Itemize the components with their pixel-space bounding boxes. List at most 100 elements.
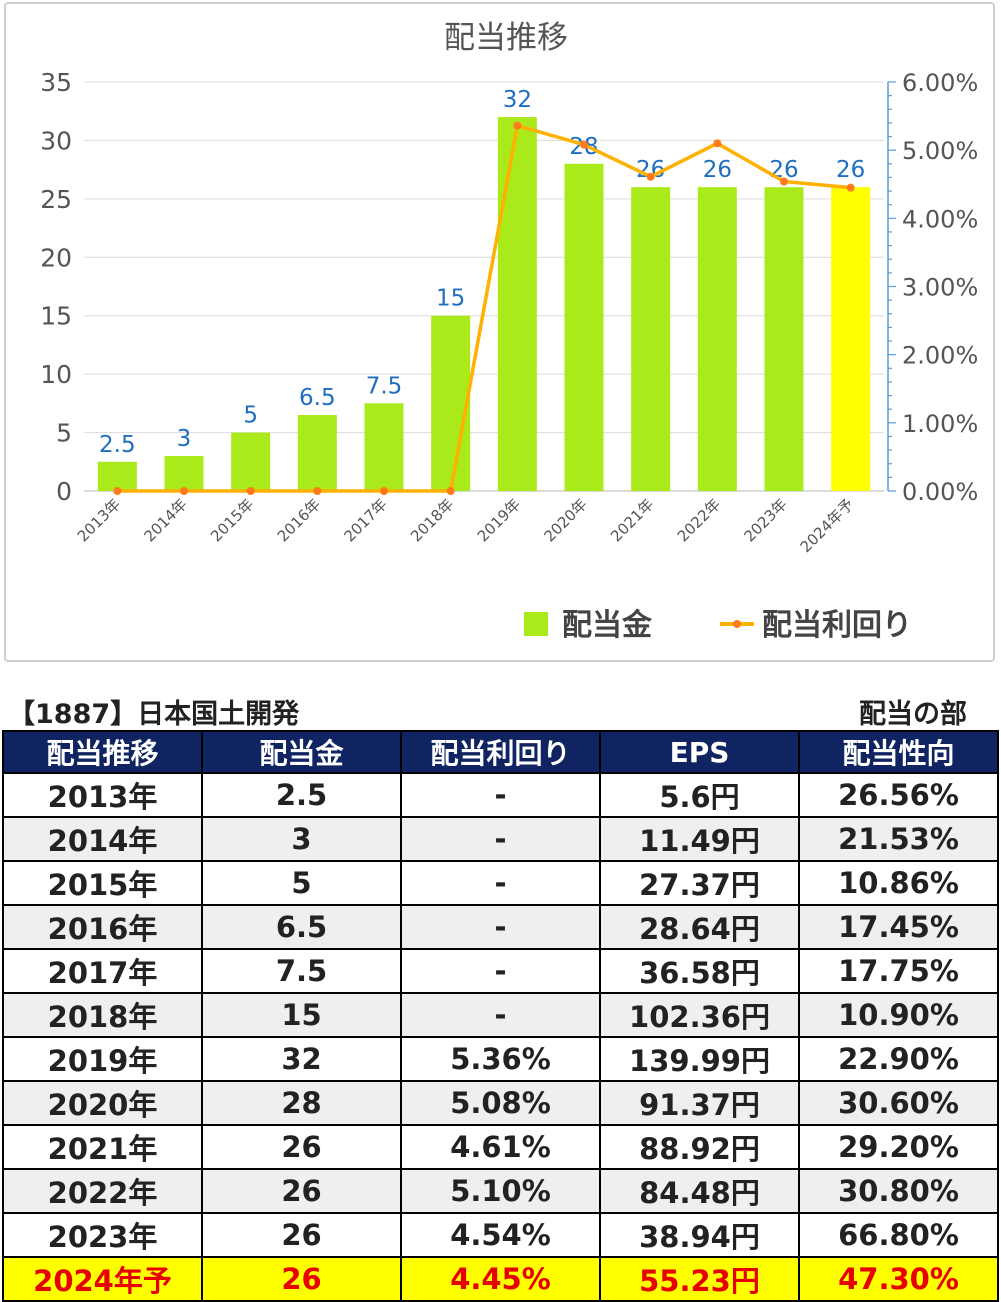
y-left-tick-label: 30 bbox=[40, 126, 72, 155]
table-cell: 30.80% bbox=[798, 1168, 999, 1214]
bar-value-label: 6.5 bbox=[299, 385, 336, 411]
x-tick-label: 2019年 bbox=[474, 495, 524, 545]
table-cell: - bbox=[400, 772, 601, 818]
table-cell: - bbox=[400, 904, 601, 950]
table-cell: 139.99円 bbox=[599, 1036, 800, 1082]
x-tick-label: 2022年 bbox=[674, 495, 724, 545]
table-cell: 2014年 bbox=[2, 816, 203, 862]
table-row: 2015年 5-27.37円 10.86% bbox=[2, 860, 999, 906]
bar-value-label: 5 bbox=[243, 403, 258, 429]
table-cell: 102.36円 bbox=[599, 992, 800, 1038]
table-cell: 5.10% bbox=[400, 1168, 601, 1214]
y-right-tick-label: 5.00% bbox=[902, 137, 978, 165]
chart-title: 配当推移 bbox=[444, 20, 568, 56]
x-tick-label: 2024年予 bbox=[797, 495, 858, 556]
yield-point bbox=[846, 183, 855, 192]
x-tick-label: 2014年 bbox=[140, 495, 190, 545]
column-header: 配当推移 bbox=[2, 730, 203, 774]
x-tick-label: 2016年 bbox=[274, 495, 324, 545]
y-left-tick-label: 15 bbox=[40, 302, 72, 331]
yield-point bbox=[780, 177, 788, 186]
table-cell: 10.86% bbox=[798, 860, 999, 906]
y-right-tick-label: 1.00% bbox=[902, 410, 978, 438]
bar bbox=[497, 117, 537, 492]
table-row: 2023年 26 4.54% 38.94円 66.80% bbox=[2, 1212, 999, 1258]
table-cell: 15 bbox=[201, 992, 402, 1038]
table-cell: - bbox=[400, 816, 601, 862]
y-left-tick-label: 10 bbox=[40, 360, 72, 389]
table-cell: 21.53% bbox=[798, 816, 999, 862]
y-right-tick-label: 4.00% bbox=[902, 205, 978, 233]
table-cell: 10.90% bbox=[798, 992, 999, 1038]
yield-point bbox=[113, 487, 122, 495]
y-right-tick-label: 3.00% bbox=[902, 274, 978, 302]
table-cell: 2023年 bbox=[2, 1212, 203, 1258]
x-tick-label: 2020年 bbox=[540, 495, 590, 545]
y-left-tick-label: 20 bbox=[40, 243, 72, 272]
table-cell: - bbox=[400, 992, 601, 1038]
table-row: 2019年 32 5.36% 139.99円 22.90% bbox=[2, 1036, 999, 1082]
bar bbox=[364, 403, 404, 491]
table-cell: 2019年 bbox=[2, 1036, 203, 1082]
table-cell: 26 bbox=[201, 1124, 402, 1170]
bar-value-label: 7.5 bbox=[366, 373, 403, 399]
bar bbox=[231, 432, 271, 491]
table-cell: 2015年 bbox=[2, 860, 203, 906]
yield-point bbox=[313, 487, 322, 495]
dividend-chart: 配当推移051015202530350.00%1.00%2.00%3.00%4.… bbox=[40, 20, 978, 643]
table-cell: 26 bbox=[201, 1168, 402, 1214]
bar bbox=[297, 415, 337, 491]
yield-point bbox=[180, 487, 188, 495]
legend-line-marker bbox=[733, 620, 741, 628]
chart-panel: 配当推移 0 5 10 15 20 25 30 35 0.00% 1.00% 2.00% 3.00% 4.… bbox=[4, 2, 995, 662]
table-cell: 32 bbox=[201, 1036, 402, 1082]
yield-line bbox=[117, 123, 851, 493]
x-tick-label: 2021年 bbox=[607, 495, 657, 545]
bar bbox=[564, 163, 604, 492]
table-cell: 38.94円 bbox=[599, 1212, 800, 1258]
table-cell: 4.54% bbox=[400, 1212, 601, 1258]
table-cell: - bbox=[400, 948, 601, 994]
table-row: 2014年 3-11.49円 21.53% bbox=[2, 816, 999, 862]
bar bbox=[831, 187, 871, 491]
dividend-table: 配当推移 配当金 配当利回り EPS 配当性向 2013年 2.5-5.6円 26.56% 2… bbox=[2, 730, 999, 1302]
yield-point bbox=[646, 172, 655, 181]
y-left-tick-label: 25 bbox=[40, 185, 72, 214]
table-cell: 7.5 bbox=[201, 948, 402, 994]
column-header: 配当利回り bbox=[400, 730, 601, 774]
table-cell: 4.45% bbox=[400, 1256, 601, 1302]
table-row: 2013年 2.5-5.6円 26.56% bbox=[2, 772, 999, 818]
table-cell: 2024年予 bbox=[2, 1256, 203, 1302]
table-row: 2022年 26 5.10% 84.48円 30.80% bbox=[2, 1168, 999, 1214]
table-cell: 5.08% bbox=[400, 1080, 601, 1126]
bar bbox=[764, 187, 804, 491]
bar bbox=[97, 461, 137, 491]
table-cell: 2013年 bbox=[2, 772, 203, 818]
yield-point bbox=[246, 487, 255, 495]
yield-point bbox=[446, 487, 455, 495]
yield-point bbox=[580, 140, 588, 149]
bar-value-label: 26 bbox=[836, 157, 865, 183]
bar-value-label: 15 bbox=[436, 286, 465, 312]
x-tick-label: 2013年 bbox=[74, 495, 124, 545]
y-right-tick-label: 0.00% bbox=[902, 478, 978, 506]
company-caption: 【1887】日本国土開発 bbox=[8, 699, 300, 730]
table-cell: 2020年 bbox=[2, 1080, 203, 1126]
table-cell: 17.45% bbox=[798, 904, 999, 950]
table-cell: 5 bbox=[201, 860, 402, 906]
table-cell: 91.37円 bbox=[599, 1080, 800, 1126]
table-cell: 2.5 bbox=[201, 772, 402, 818]
table-row: 2020年 28 5.08% 91.37円 30.60% bbox=[2, 1080, 999, 1126]
table-cell: 66.80% bbox=[798, 1212, 999, 1258]
table-cell: 26 bbox=[201, 1212, 402, 1258]
table-cell: 30.60% bbox=[798, 1080, 999, 1126]
column-header: 配当性向 bbox=[798, 730, 999, 774]
table-cell: 28.64円 bbox=[599, 904, 800, 950]
y-left-tick-label: 35 bbox=[40, 68, 72, 97]
y-left-tick-label: 0 bbox=[56, 477, 72, 506]
legend-bar-label: 配当金 bbox=[562, 608, 653, 643]
bar bbox=[431, 315, 471, 491]
x-tick-label: 2018年 bbox=[407, 495, 457, 545]
bar bbox=[164, 455, 204, 491]
table-cell: 55.23円 bbox=[599, 1256, 800, 1302]
